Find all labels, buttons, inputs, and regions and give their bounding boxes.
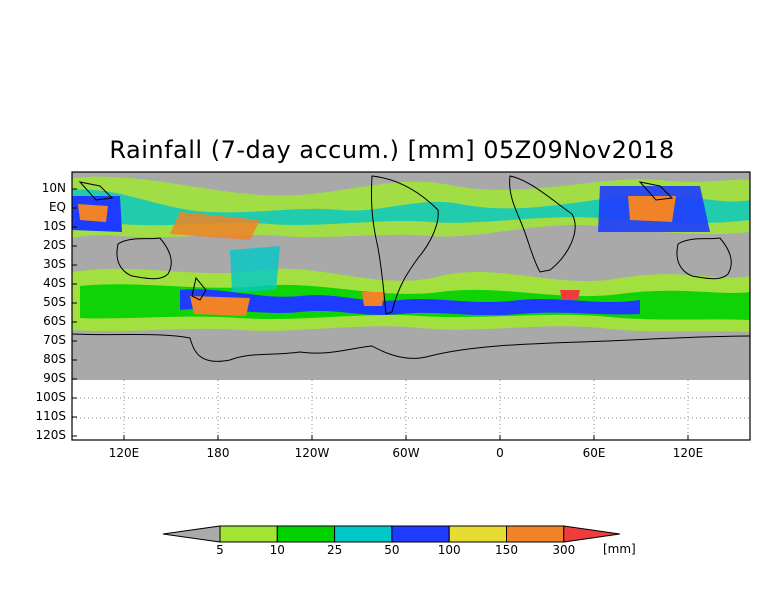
coastlines [71,175,751,362]
lat-label: 80S [43,352,66,366]
lat-label: 70S [43,333,66,347]
lon-label: 60W [392,446,420,460]
coast-australia [116,237,172,280]
lat-label: 30S [43,257,66,271]
lon-label: 180 [206,446,230,460]
legend-swatch [162,525,221,543]
legend-swatch [448,525,508,543]
legend-swatch [219,525,278,543]
coast-south-america [370,175,439,315]
coast-africa [509,175,576,273]
map-title: Rainfall (7-day accum.) [mm] 05Z09Nov201… [109,136,675,164]
lon-label: 60E [582,446,606,460]
coast-indonesia [78,181,114,201]
coast-indonesia-east [638,181,674,201]
lon-label: 120E [108,446,140,460]
legend-threshold-label: 100 [437,543,461,557]
lon-label: 120W [294,446,330,460]
coast-australia-east [676,237,732,280]
legend-swatch [276,525,336,543]
legend-threshold-label: 50 [384,543,400,557]
lat-label: 120S [35,428,66,442]
legend-threshold-label: 10 [269,543,285,557]
lon-label: 120E [672,446,704,460]
legend-threshold-label: 300 [552,543,576,557]
rain-band-heavy-atlantic [560,290,580,300]
lat-label: 60S [43,314,66,328]
rain-band-southern-ocean [230,246,280,292]
coast-new-zealand [191,276,207,301]
legend-colorbar [162,525,620,543]
lat-label: 50S [43,295,66,309]
rain-band-maritime-east-heavy [628,196,676,222]
lat-label: 110S [35,409,66,423]
lat-label: 20S [43,238,66,252]
coast-antarctica [71,333,751,362]
legend-swatch [334,525,393,543]
lat-label: 40S [43,276,66,290]
rain-band-spcz [170,212,260,240]
map-blank-area [72,380,750,440]
lat-label: 10S [43,219,66,233]
rain-band-tropics-core [72,189,750,226]
lat-ticks [72,188,77,437]
map-frame [71,171,751,441]
rain-band-storm-track-core [180,289,640,316]
legend-swatch [563,525,620,543]
grid-lines [72,380,750,440]
legend-unit: [mm] [603,542,636,556]
lat-label: EQ [48,200,66,214]
lat-label: 10N [41,181,66,195]
legend-threshold-label: 150 [495,543,518,557]
rain-band-heavy-chile [362,292,384,306]
rain-band-heavy-south-pacific [190,296,250,316]
lat-label: 90S [43,371,66,385]
rain-bands [72,176,750,332]
rain-band-maritime-west-heavy [78,204,108,222]
legend-swatch [391,525,450,543]
lat-label: 100S [35,390,66,404]
legend-swatch [506,525,565,543]
lon-label: 0 [496,446,504,460]
legend-threshold-label: 25 [326,543,343,557]
lon-ticks [123,435,689,440]
legend-threshold-label: 5 [216,543,224,557]
